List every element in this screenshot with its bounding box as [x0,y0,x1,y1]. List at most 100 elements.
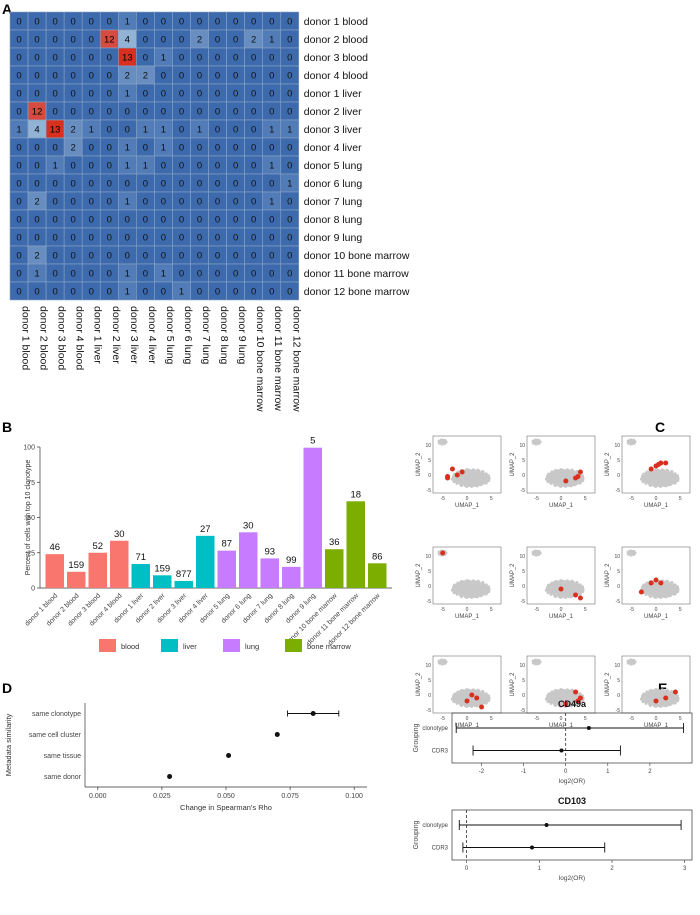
umap-point [466,702,471,706]
umap-point [640,697,644,701]
umap-point [451,697,455,701]
heatmap-cell-value: 12 [32,106,43,117]
umap-point [535,660,539,664]
x-tick-label: 3 [683,866,687,872]
heatmap-cell-value: 0 [179,52,184,63]
heatmap-row-label: donor 11 bone marrow [304,268,409,280]
y-tick-label: CDR3 [432,846,449,852]
umap-point [459,701,463,705]
umap-point [461,582,465,586]
umap-point [630,660,634,664]
heatmap-col-label: donor 1 liver [92,306,104,364]
heatmap-cell-value: 0 [233,34,238,45]
heatmap-cell-value: 0 [179,232,184,243]
umap-highlight-point [459,469,465,475]
heatmap-cell-value: 0 [179,34,184,45]
heatmap-cell-value: 0 [71,214,76,225]
umap-point [648,592,652,596]
heatmap-cell-value: 0 [269,250,274,261]
umap-y-tick: -5 [521,599,526,605]
heatmap-cell-value: 0 [16,142,21,153]
umap-highlight-point [454,472,460,478]
heatmap-cell-value: 0 [34,160,39,171]
umap-point [484,475,488,480]
umap-x-tick: 0 [560,607,563,613]
heatmap-cell-value: 1 [269,124,274,135]
heatmap-cell-value: 0 [269,214,274,225]
heatmap-cell-value: 1 [197,124,202,135]
panel-letter-a: A [2,1,12,17]
umap-highlight-point [655,462,661,467]
umap-point [577,590,581,594]
heatmap-cell-value: 0 [89,196,94,207]
umap-point [441,660,445,664]
heatmap-cell-value: 0 [215,70,220,81]
umap-y-tick: 10 [519,663,525,669]
umap-point [663,482,667,486]
heatmap-cell-value: 0 [143,16,148,27]
umap-point [480,472,484,476]
heatmap-col-label: donor 2 blood [38,306,50,370]
bar [88,552,107,588]
heatmap-cell-value: 0 [215,232,220,243]
heatmap-cell-value: 0 [215,178,220,189]
heatmap-cell-value: 0 [89,178,94,189]
heatmap-cell-value: 0 [251,250,256,261]
heatmap-cell-value: 0 [233,196,238,207]
rho-point [226,753,232,758]
heatmap-cell-value: 0 [251,124,256,135]
umap-point [626,659,630,663]
umap-point [650,691,654,695]
umap-point [469,689,473,693]
heatmap-cell-value: 0 [34,178,39,189]
x-axis-title: log2(OR) [559,875,585,882]
heatmap-cell-value: 0 [107,106,112,117]
bar-value-label: 36 [329,537,340,548]
umap-x-tick: 5 [584,607,587,613]
heatmap-cell-value: 1 [287,124,292,135]
umap-y-tick: 10 [519,443,525,449]
heatmap-cell-value: 0 [71,250,76,261]
umap-point [567,690,572,694]
umap-y-title: UMAP_2 [416,452,422,477]
umap-y-title: UMAP_2 [416,672,422,697]
heatmap-col-label: donor 4 liver [146,306,158,364]
heatmap-cell-value: 4 [125,34,130,45]
heatmap-col-label: donor 9 lung [236,306,248,365]
umap-point [676,589,680,594]
umap-point [547,583,551,587]
umap-point [548,589,552,593]
heatmap-cell-value: 0 [215,250,220,261]
heatmap-cell-value: 0 [107,52,112,63]
umap-x-title: UMAP_1 [455,503,480,509]
rho-point [274,732,280,737]
legend-label: bone marrow [307,642,351,651]
heatmap-cell-value: 0 [251,160,256,171]
heatmap-cell-value: 0 [161,106,166,117]
y-axis-title: Metadata similarity [4,713,13,776]
legend-swatch [99,639,116,652]
heatmap-row-label: donor 4 liver [304,142,362,154]
y-axis-title: Grouping [413,723,420,752]
umap-y-tick: 10 [425,663,431,669]
umap-point [662,470,667,474]
heatmap-cell-value: 0 [179,88,184,99]
heatmap-cell-value: 0 [89,286,94,297]
bar-value-label: 99 [286,555,297,566]
umap-y-tick: 5 [428,678,431,684]
heatmap-cell-value: 0 [269,232,274,243]
heatmap-cell-value: 0 [16,196,21,207]
heatmap-cell-value: 0 [251,52,256,63]
heatmap-cell-value: 0 [52,106,57,117]
umap-point [477,690,481,694]
heatmap-cell-value: 0 [34,34,39,45]
heatmap-cell-value: 1 [125,196,130,207]
heatmap-col-label: donor 7 lung [200,306,212,365]
umap-point [571,581,575,585]
heatmap-cell-value: 0 [71,70,76,81]
heatmap-cell-value: 0 [179,178,184,189]
heatmap-cell-value: 0 [161,70,166,81]
heatmap-row-label: donor 1 blood [304,16,368,28]
heatmap-cell-value: 0 [233,106,238,117]
umap-point [663,593,667,597]
